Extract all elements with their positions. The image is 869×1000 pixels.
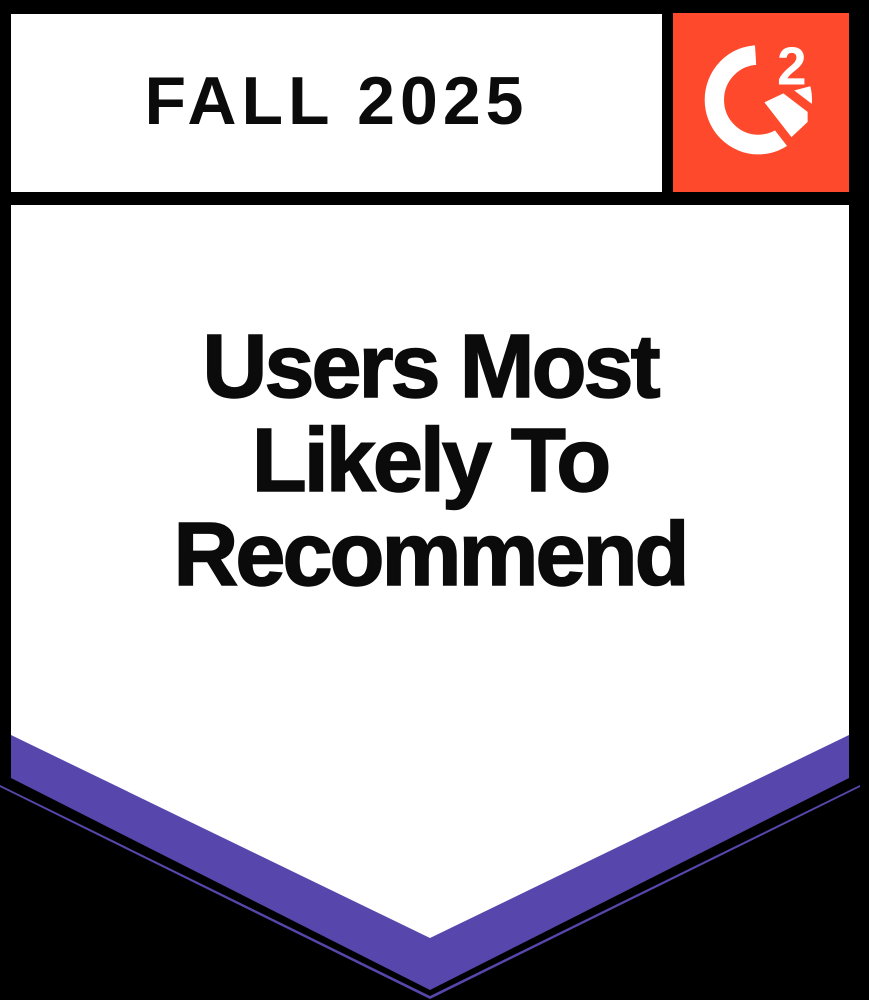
award-title-line-2: Likely To (251, 411, 612, 511)
award-title-line-1: Users Most (202, 317, 662, 417)
award-title-line-3: Recommend (173, 505, 691, 605)
pennant-white-face: Users Most Likely To Recommend (11, 205, 849, 938)
header-banner: FALL 2025 (11, 14, 662, 192)
season-label: FALL 2025 (144, 63, 529, 139)
award-title: Users Most Likely To Recommend (11, 317, 849, 605)
g2-logo-icon: 2 (673, 13, 849, 192)
header-banner-frame: FALL 2025 (0, 0, 665, 205)
g2-superscript: 2 (777, 37, 806, 96)
g2-logo-tile: 2 (673, 13, 849, 192)
